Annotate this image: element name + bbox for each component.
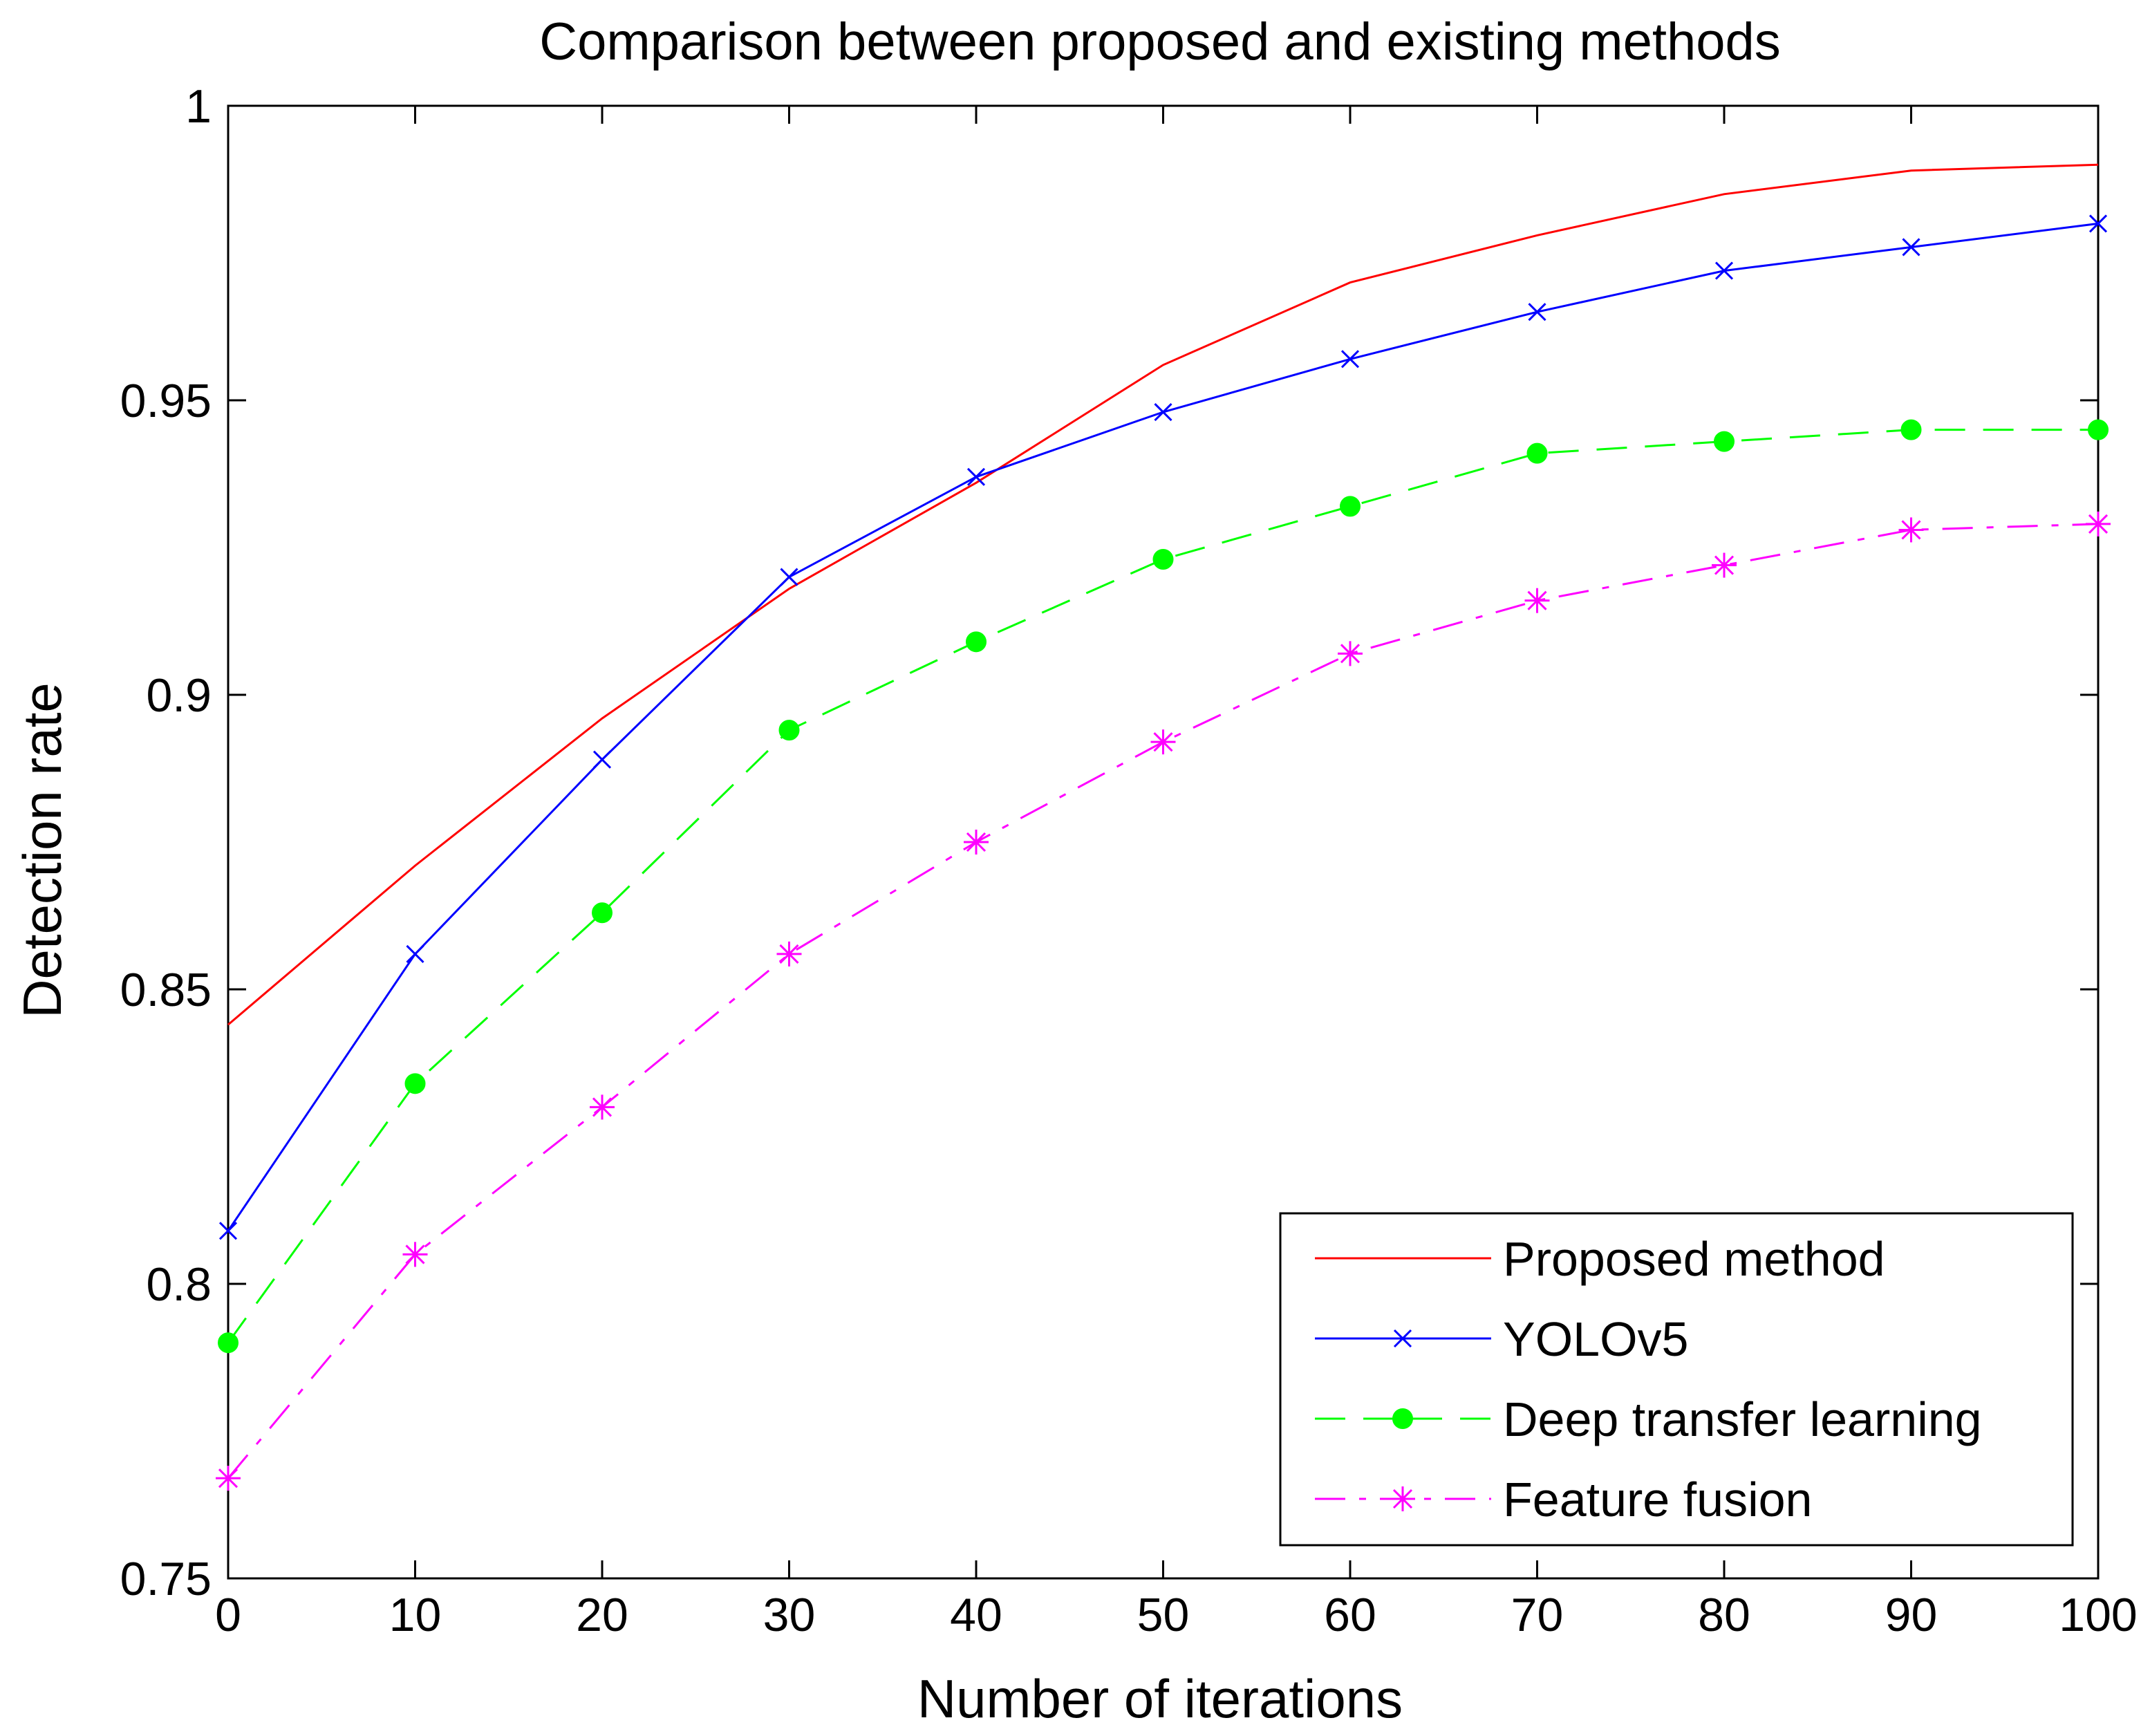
legend-marker-1-b <box>1393 1329 1412 1348</box>
series-2-point-5 <box>1152 549 1174 570</box>
y-tick-label-3: 0.9 <box>146 669 212 722</box>
series-1-point-4 <box>966 467 986 486</box>
y-tick-label-4: 0.95 <box>120 375 212 427</box>
series-1-point-5 <box>1154 402 1172 422</box>
series-line-0 <box>227 163 2099 1026</box>
series-1-point-6 <box>1340 350 1360 368</box>
series-3-point-0 <box>216 1466 241 1491</box>
x-tick-label-30: 30 <box>763 1589 816 1641</box>
x-tick-label-20: 20 <box>576 1589 628 1641</box>
series-1-point-1-b <box>406 944 424 963</box>
series-1-point-7-b <box>1528 303 1546 321</box>
y-tick-label-0: 0.75 <box>120 1553 212 1605</box>
series-1-point-10-b <box>2088 214 2108 233</box>
series-1-point-7 <box>1528 303 1546 321</box>
x-tick-label-90: 90 <box>1885 1589 1938 1641</box>
x-tick-label-40: 40 <box>950 1589 1002 1641</box>
series-3-point-4-d2 <box>966 832 987 852</box>
series-3-point-2-d2 <box>592 1097 613 1117</box>
series-1-point-0-b <box>218 1222 238 1240</box>
series-1-point-3-b <box>780 568 798 586</box>
series-2-point-9 <box>1900 419 1922 440</box>
series-3-point-7 <box>1524 588 1550 613</box>
x-tick-label-80: 80 <box>1698 1589 1750 1641</box>
series-1-point-2-b <box>592 750 612 769</box>
series-1-point-3 <box>780 568 798 586</box>
legend-marker-2 <box>1392 1408 1413 1429</box>
series-2-point-6 <box>1340 496 1361 517</box>
series-3-point-10-d2 <box>2088 514 2109 534</box>
legend-label-0: Proposed method <box>1503 1232 1885 1286</box>
chart-title: Comparison between proposed and existing… <box>539 12 1781 71</box>
series-1-point-1 <box>406 944 424 963</box>
x-tick-label-100: 100 <box>2059 1589 2137 1641</box>
x-tick-label-50: 50 <box>1137 1589 1190 1641</box>
series-2-point-8 <box>1714 431 1735 452</box>
legend-marker-1 <box>1393 1329 1412 1348</box>
series-3-point-5 <box>1150 729 1176 755</box>
series-3-point-3 <box>776 941 802 967</box>
series-1-point-8 <box>1714 261 1734 280</box>
plot-area: 0 10 20 30 40 50 60 70 80 90 100 0.75 0.8 0.85 0.9 0.95… <box>120 80 2138 1641</box>
legend: Proposed method YOLOv5 Deep transfer learn… <box>1279 1212 2074 1547</box>
legend-label-3: Feature fusion <box>1503 1473 1812 1527</box>
series-3-point-8 <box>1712 552 1737 578</box>
x-tick-label-0: 0 <box>215 1589 241 1641</box>
legend-marker-3-d2 <box>1392 1488 1413 1509</box>
series-3-point-1 <box>402 1242 428 1267</box>
series-3-point-4 <box>964 830 989 855</box>
series-1-point-9-b <box>1902 238 1920 256</box>
x-tick-label-10: 10 <box>389 1589 442 1641</box>
legend-box <box>1279 1212 2074 1547</box>
series-2-point-2 <box>592 902 613 924</box>
series-1-point-6-b <box>1340 350 1360 368</box>
series-1-point-2 <box>592 750 612 769</box>
x-tick-label-60: 60 <box>1324 1589 1376 1641</box>
series-3-point-0-d2 <box>218 1468 239 1488</box>
y-tick-label-5: 1 <box>185 80 212 133</box>
x-axis-label: Number of iterations <box>917 1668 1403 1729</box>
series-3-point-9-d2 <box>1901 520 1921 540</box>
series-1-point-10 <box>2088 214 2108 233</box>
series-1-point-5-b <box>1154 402 1172 422</box>
legend-label-1: YOLOv5 <box>1503 1312 1688 1366</box>
y-axis-label: Detection rate <box>12 682 73 1018</box>
series-3-point-1-d2 <box>405 1244 425 1264</box>
series-3-point-5-d2 <box>1153 732 1173 752</box>
series-2-point-10 <box>2088 419 2109 440</box>
series-1-point-4-b <box>966 467 986 486</box>
series-2-point-0 <box>218 1332 239 1354</box>
series-line-2 <box>227 429 2098 1344</box>
series-2-point-1 <box>404 1073 426 1094</box>
series-3-point-10 <box>2086 511 2111 536</box>
series-1-point-8-b <box>1714 261 1734 280</box>
series-3-point-8-d2 <box>1714 555 1735 575</box>
series-2-point-4 <box>966 631 987 653</box>
y-tick-label-1: 0.8 <box>146 1258 212 1311</box>
series-3-point-2 <box>590 1094 615 1120</box>
legend-marker-3 <box>1390 1486 1415 1511</box>
series-2-point-3 <box>778 720 800 741</box>
series-3-point-6-d2 <box>1340 644 1361 664</box>
series-3-point-9 <box>1898 517 1924 543</box>
series-3-point-3-d2 <box>779 944 799 964</box>
series-3-point-6 <box>1338 641 1363 666</box>
x-tick-label-70: 70 <box>1511 1589 1564 1641</box>
series-1-point-0 <box>218 1222 238 1240</box>
legend-label-2: Deep transfer learning <box>1503 1392 1982 1446</box>
series-2-point-7 <box>1526 442 1548 464</box>
series-1-point-9 <box>1902 238 1920 256</box>
series-3-point-7-d2 <box>1527 590 1547 610</box>
y-tick-label-2: 0.85 <box>120 964 212 1016</box>
